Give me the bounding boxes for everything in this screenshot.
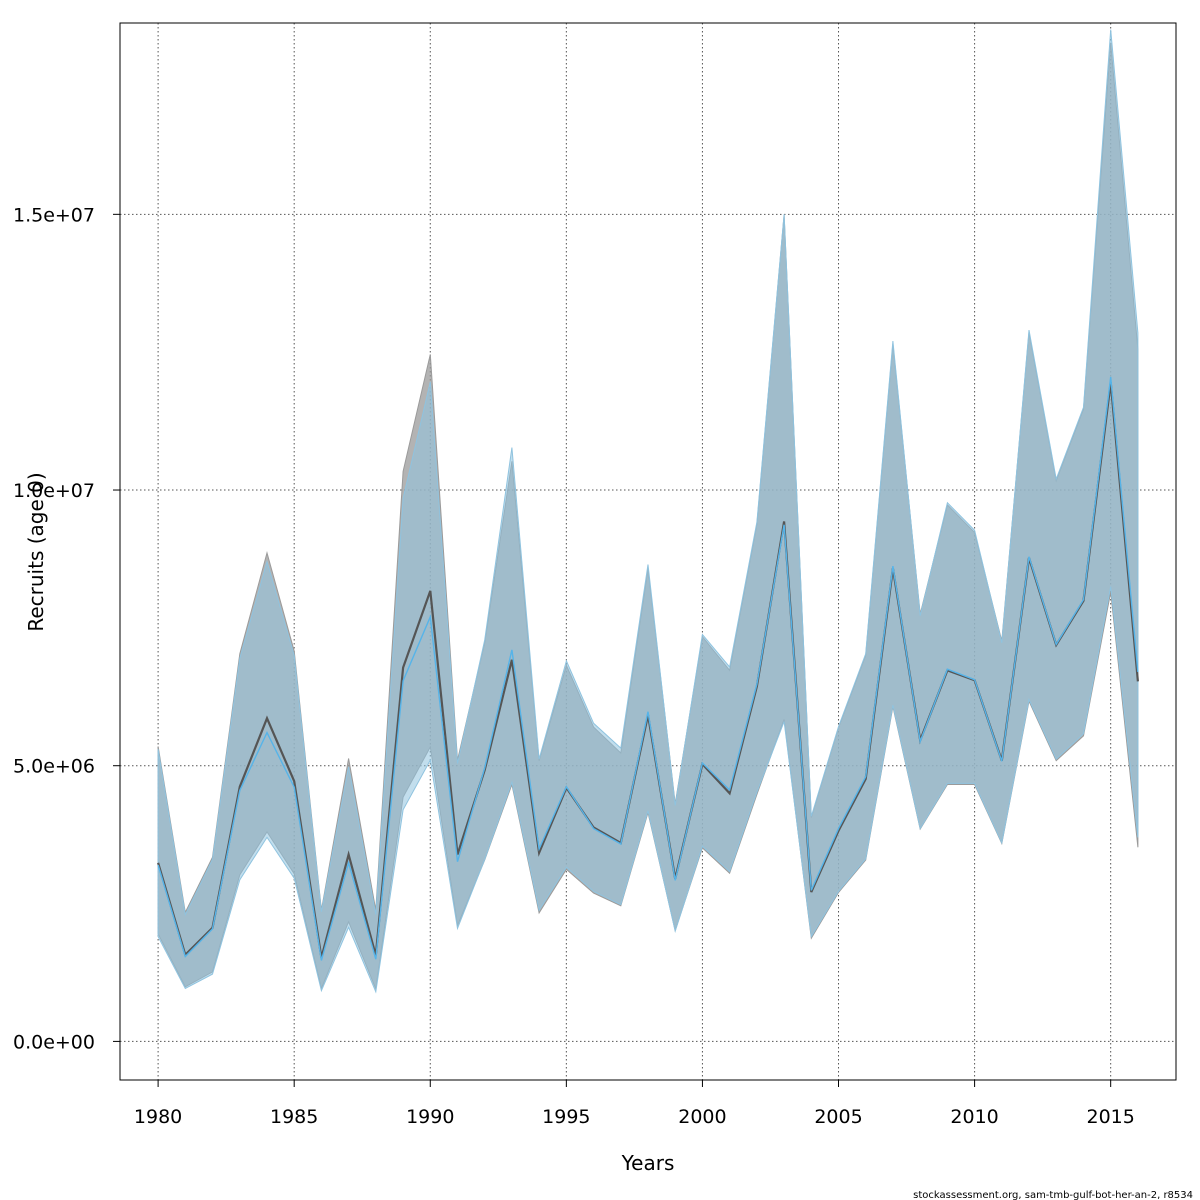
x-tick-label: 1985	[270, 1106, 318, 1128]
plot-frame	[119, 22, 1177, 1081]
x-tick-label: 2010	[950, 1106, 998, 1128]
x-tick-label: 1980	[134, 1106, 182, 1128]
x-tick-label: 2015	[1087, 1106, 1135, 1128]
x-tick-label: 2005	[814, 1106, 862, 1128]
x-tick-label: 1990	[406, 1106, 454, 1128]
axes: 1980 1985 1990 1995 2000 2005 2010 2015 0.0e+00 5…	[13, 204, 1135, 1128]
estimate-lines	[157, 376, 1139, 961]
footer-note: stockassessment.org, sam-tmb-gulf-bot-he…	[913, 1190, 1193, 1200]
confidence-band-2	[157, 29, 1139, 994]
x-tick-label: 2000	[678, 1106, 726, 1128]
estimate-line-2	[157, 376, 1139, 961]
confidence-bands	[157, 29, 1139, 994]
y-tick-label: 5.0e+06	[13, 756, 95, 778]
y-tick-label: 0.0e+00	[13, 1031, 95, 1053]
y-tick-label: 1.0e+07	[13, 480, 95, 502]
y-tick-label: 1.5e+07	[13, 204, 95, 226]
x-axis-title: Years	[621, 1151, 675, 1175]
y-axis-title: Recruits (age 0)	[24, 472, 48, 631]
x-tick-label: 1995	[542, 1106, 590, 1128]
